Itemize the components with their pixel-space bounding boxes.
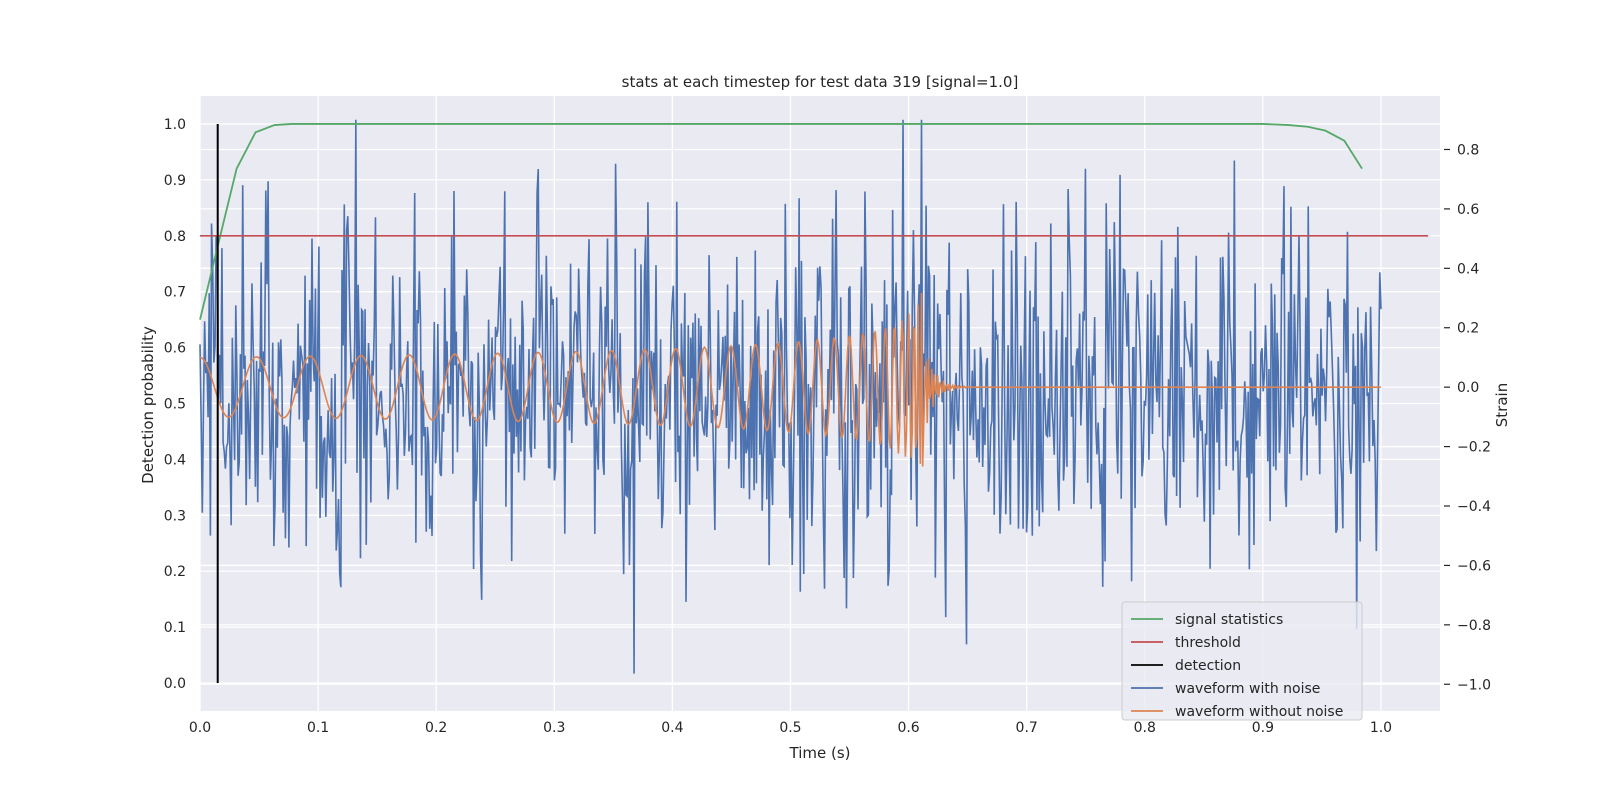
y-tick-label: 0.5	[164, 397, 186, 413]
y2-tick-label: −0.8	[1457, 618, 1491, 634]
x-tick-label: 0.0	[189, 720, 211, 736]
x-tick-label: 0.8	[1134, 720, 1156, 736]
legend-label: waveform without noise	[1175, 704, 1343, 720]
x-tick-label: 0.1	[307, 720, 329, 736]
x-tick-label: 0.4	[661, 720, 683, 736]
y-axis-ticks: 0.0 0.1 0.2 0.3 0.4 0.5 0.6 0.7 0.8 0.9 1.0	[164, 117, 186, 692]
y2-tick-label: −1.0	[1457, 677, 1491, 693]
y2-axis-ticks: −1.0 −0.8 −0.6 −0.4 −0.2 0.0 0.2 0.4 0.6 0.8	[1444, 142, 1491, 693]
y2-tick-label: −0.6	[1457, 558, 1491, 574]
y2-tick-label: 0.8	[1457, 142, 1479, 158]
y2-tick-label: 0.0	[1457, 380, 1479, 396]
y-tick-label: 0.4	[164, 452, 186, 468]
y2-tick-label: −0.2	[1457, 440, 1491, 456]
legend-label: detection	[1175, 658, 1241, 674]
y2-axis-label: Strain	[1493, 383, 1511, 427]
x-tick-label: 0.2	[425, 720, 447, 736]
legend: signal statistics threshold detection wavef…	[1121, 601, 1363, 721]
y-tick-label: 0.2	[164, 564, 186, 580]
y-tick-label: 0.6	[164, 341, 186, 357]
waveform-without-noise-line	[199, 292, 1381, 467]
y2-tick-label: 0.2	[1457, 321, 1479, 337]
signal-statistics-line	[199, 123, 1363, 320]
waveform-with-noise-line	[199, 119, 1382, 674]
legend-label: threshold	[1175, 635, 1241, 651]
y2-tick-label: −0.4	[1457, 499, 1491, 515]
x-tick-label: 0.3	[543, 720, 565, 736]
y2-tick-label: 0.4	[1457, 261, 1479, 277]
series-layer	[199, 119, 1429, 684]
y2-tick-label: 0.6	[1457, 202, 1479, 218]
legend-label: waveform with noise	[1175, 681, 1320, 697]
legend-box	[1121, 601, 1363, 721]
y-tick-label: 0.0	[164, 676, 186, 692]
y-tick-label: 0.8	[164, 229, 186, 245]
y-tick-label: 0.3	[164, 508, 186, 524]
y-tick-label: 0.7	[164, 285, 186, 301]
x-tick-label: 0.5	[779, 720, 801, 736]
x-tick-label: 1.0	[1370, 720, 1392, 736]
legend-label: signal statistics	[1175, 612, 1283, 628]
y-tick-label: 0.1	[164, 620, 186, 636]
y-axis-label: Detection probability	[139, 326, 157, 484]
x-axis-ticks: 0.0 0.1 0.2 0.3 0.4 0.5 0.6 0.7 0.8 0.9 1.0	[189, 720, 1392, 736]
x-tick-label: 0.9	[1252, 720, 1274, 736]
y-tick-label: 0.9	[164, 173, 186, 189]
y-tick-label: 1.0	[164, 117, 186, 133]
chart-title: stats at each timestep for test data 319…	[622, 73, 1019, 91]
x-tick-label: 0.7	[1016, 720, 1038, 736]
x-tick-label: 0.6	[897, 720, 919, 736]
x-axis-label: Time (s)	[789, 744, 851, 762]
